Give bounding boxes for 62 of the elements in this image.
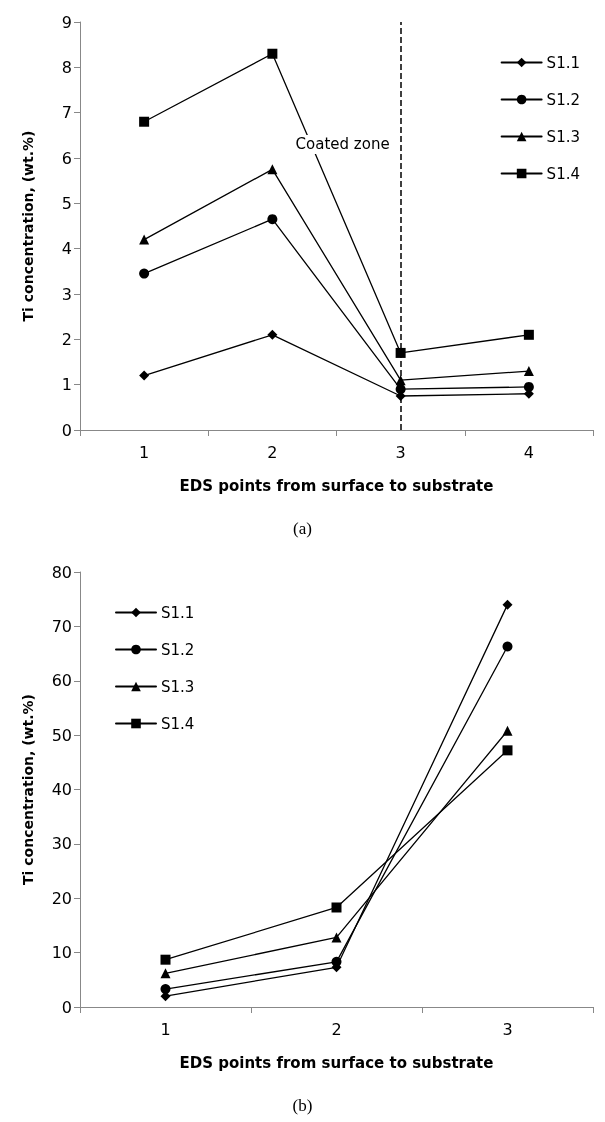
point [502, 599, 513, 610]
legend-label: S1.3 [161, 677, 195, 696]
x-tick-label: 1 [160, 1019, 171, 1039]
point [139, 268, 150, 279]
point [331, 956, 342, 967]
annotation: Coated zone [295, 135, 390, 154]
x-tick-label: 3 [395, 442, 406, 462]
legend-label: S1.2 [161, 640, 195, 659]
point [331, 932, 342, 943]
y-tick-label: 20 [51, 888, 72, 908]
y-tick-label: 8 [61, 57, 72, 77]
y-tick-label: 1 [61, 375, 72, 395]
y-tick-label: 0 [61, 997, 72, 1017]
x-tick-label: 4 [523, 442, 534, 462]
point [139, 116, 150, 127]
y-tick-label: 40 [51, 780, 72, 799]
point [267, 48, 278, 59]
point [523, 329, 534, 340]
point [139, 370, 150, 381]
y-tick-label: 3 [61, 284, 72, 304]
y-tick-label: 80 [51, 562, 72, 582]
point [160, 984, 171, 995]
text: (b) [292, 1096, 313, 1115]
x-tick-label: 1 [139, 442, 150, 462]
point [523, 381, 534, 392]
point [139, 234, 150, 245]
point [160, 954, 171, 965]
point [331, 902, 342, 913]
y-tick-label: 30 [51, 834, 72, 854]
x-tick-label: 3 [502, 1019, 513, 1039]
y-tick-label: 0 [61, 420, 72, 440]
y-axis-title: Ti concentration, (wt.%) [20, 694, 36, 885]
x-axis-title: EDS points from surface to substrate [179, 476, 494, 495]
legend-label: S1.2 [546, 90, 581, 109]
y-tick-label: 7 [61, 103, 72, 123]
y-axis-title: Ti concentration, (wt.%) [20, 130, 36, 322]
y-tick-label: 60 [51, 671, 72, 691]
legend-label: S1.4 [161, 714, 195, 733]
point [502, 641, 513, 652]
legend-label: S1.1 [161, 603, 195, 622]
point [267, 164, 278, 175]
y-tick-label: 5 [61, 193, 72, 213]
point [502, 745, 513, 756]
y-tick-label: 4 [61, 239, 72, 259]
point [160, 968, 171, 979]
legend-label: S1.3 [546, 127, 581, 146]
y-tick-label: 70 [51, 616, 72, 636]
y-tick-label: 10 [51, 943, 72, 963]
y-tick-label: 6 [61, 148, 72, 168]
legend-label: S1.4 [546, 164, 581, 183]
x-axis-title: EDS points from surface to substrate [179, 1053, 494, 1072]
x-tick-label: 2 [331, 1019, 342, 1039]
x-tick-label: 2 [267, 442, 278, 462]
point [267, 214, 278, 225]
legend-label: S1.1 [546, 53, 581, 72]
point [523, 366, 534, 377]
text: (a) [293, 519, 312, 538]
y-tick-label: 9 [61, 12, 72, 32]
point [267, 329, 278, 340]
y-tick-label: 2 [61, 329, 72, 349]
point [502, 725, 513, 736]
y-tick-label: 50 [51, 725, 72, 745]
